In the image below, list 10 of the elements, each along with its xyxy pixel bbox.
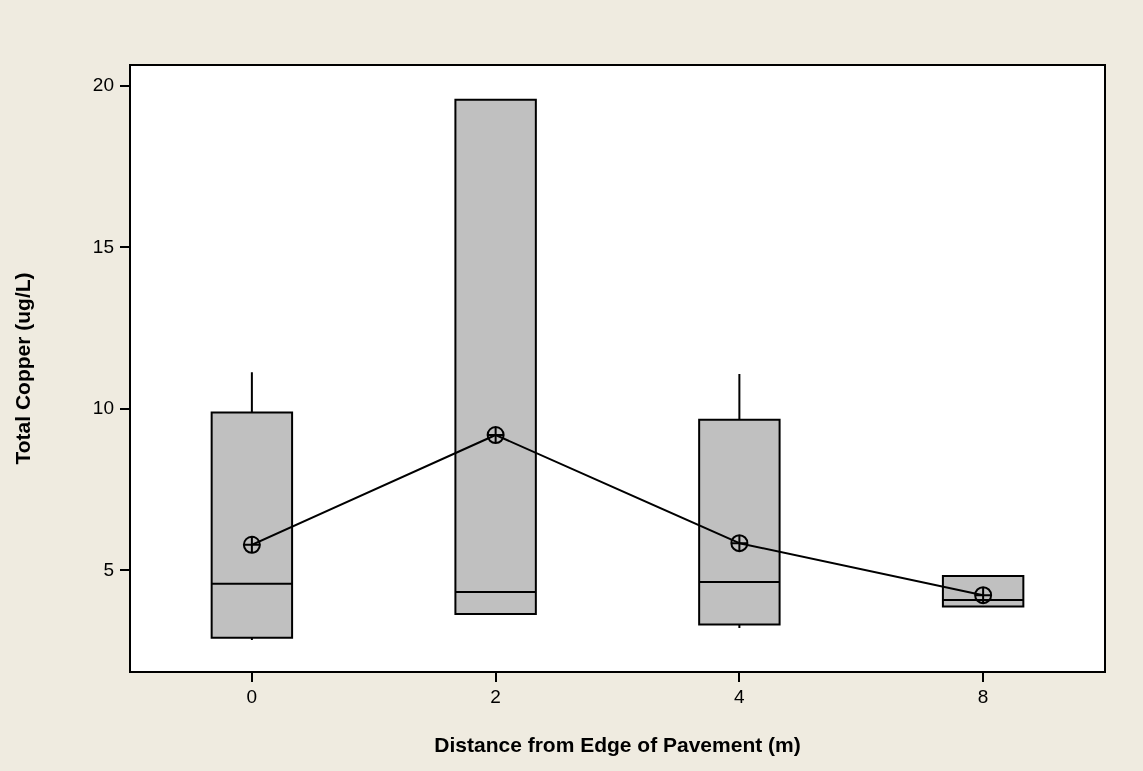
x-tick-label: 8 <box>977 685 989 707</box>
x-tick-label: 2 <box>490 685 501 707</box>
x-tick-label: 0 <box>246 685 258 707</box>
y-tick-label: 10 <box>92 397 114 419</box>
x-axis-title: Distance from Edge of Pavement (m) <box>434 733 801 757</box>
y-axis-title: Total Copper (ug/L) <box>11 272 35 465</box>
y-tick-label: 15 <box>92 235 114 257</box>
y-tick-label: 5 <box>103 558 114 580</box>
x-tick-label: 4 <box>734 685 746 707</box>
y-tick-label: 20 <box>92 74 114 96</box>
